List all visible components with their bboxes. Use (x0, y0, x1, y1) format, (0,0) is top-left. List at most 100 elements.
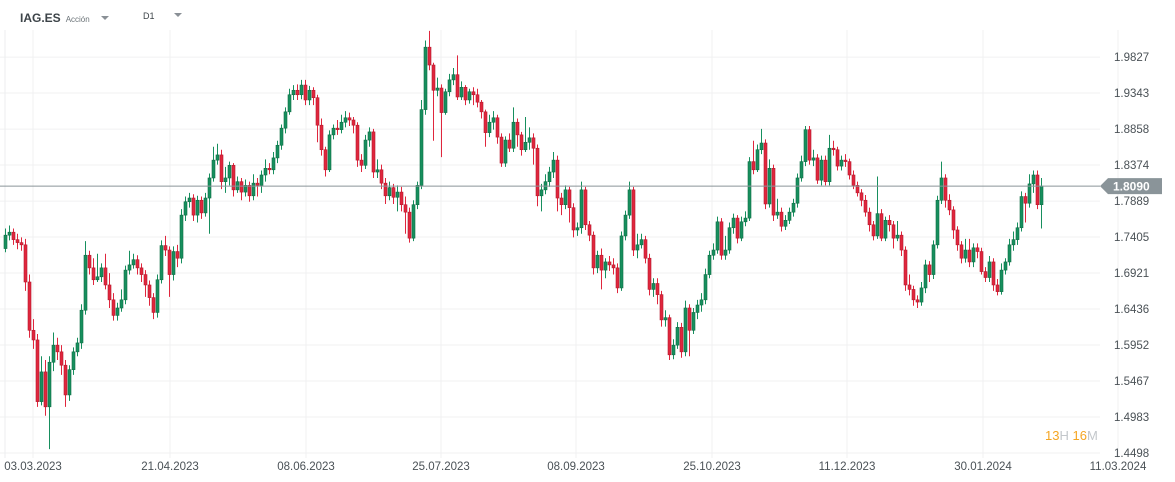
candle-up (71, 347, 76, 375)
candle-up (279, 124, 284, 150)
candle-body (587, 224, 592, 236)
x-tick-label: 08.09.2023 (547, 461, 605, 473)
candle-down (59, 345, 64, 375)
candle-body (135, 259, 140, 269)
candle-body (335, 127, 340, 130)
candle-down (11, 228, 16, 245)
candle-body (267, 168, 272, 171)
candle-up (243, 179, 248, 197)
candle-body (375, 169, 380, 173)
candle-up (203, 192, 208, 217)
candle-body (435, 87, 440, 91)
candle-up (787, 207, 792, 225)
candle-body (187, 197, 192, 203)
candle-up (187, 192, 192, 208)
candle-down (495, 114, 500, 144)
candle-body (663, 317, 668, 321)
candle-up (287, 88, 292, 115)
candle-body (331, 127, 336, 136)
candle-down (659, 290, 664, 327)
candle-up (651, 278, 656, 297)
candle-down (439, 84, 444, 158)
candle-body (671, 344, 676, 356)
candle-up (423, 40, 428, 115)
candle-down (507, 133, 512, 152)
candle-down (323, 146, 328, 177)
candle-down (515, 118, 520, 147)
candle-body (283, 111, 288, 129)
candle-body (843, 159, 848, 162)
candle-body (31, 329, 36, 341)
candle-body (223, 177, 228, 182)
candle-up (963, 238, 968, 263)
candle-up (263, 159, 268, 182)
candle-body (131, 259, 136, 266)
candle-body (447, 79, 452, 93)
candle-body (599, 254, 604, 271)
candle-down (163, 235, 168, 256)
candle-body (383, 182, 388, 197)
x-tick-label: 11.03.2024 (1090, 461, 1147, 473)
candle-body (947, 199, 952, 211)
caret-down-icon[interactable] (173, 13, 182, 17)
y-tick-label: 1.6921 (1114, 268, 1149, 280)
candle-down (359, 154, 364, 173)
timeframe-selector[interactable]: D1 (143, 11, 182, 27)
y-tick-label: 1.7405 (1114, 232, 1149, 244)
candle-up (299, 79, 304, 100)
candle-body (203, 197, 208, 214)
candle-body (719, 221, 724, 256)
current-price-tag (1100, 178, 1162, 195)
candle-body (287, 94, 292, 113)
candle-body (451, 74, 456, 81)
candle-down (455, 55, 460, 100)
candle-body (859, 192, 864, 201)
candle-body (827, 147, 832, 182)
candle-body (151, 297, 156, 313)
candle-down (587, 221, 592, 242)
candle-body (807, 129, 812, 161)
x-tick-label: 11.12.2023 (819, 461, 876, 473)
x-tick-label: 03.03.2023 (4, 461, 62, 473)
candle-down (847, 158, 852, 180)
candle-up (919, 281, 924, 306)
candle-down (239, 177, 244, 201)
candle-body (991, 261, 996, 286)
candle-body (43, 371, 48, 408)
candle-body (231, 165, 236, 191)
candle-body (83, 254, 88, 311)
candle-down (975, 243, 980, 259)
candle-up (775, 198, 780, 219)
timer-minutes-unit: M (1086, 428, 1098, 443)
candle-body (555, 159, 560, 199)
candle-body (643, 239, 648, 259)
candle-body (351, 119, 356, 126)
candle-up (271, 151, 276, 175)
candle-down (891, 221, 896, 249)
candle-body (703, 274, 708, 301)
candle-down (983, 267, 988, 282)
candle-body (755, 149, 760, 171)
candle-body (119, 299, 124, 309)
symbol-selector[interactable]: IAG.ES Acción (20, 11, 109, 27)
candle-body (847, 161, 852, 176)
candle-up (575, 222, 580, 236)
candle-down (431, 62, 436, 141)
candle-down (135, 255, 140, 275)
candle-down (583, 186, 588, 230)
candle-body (499, 136, 504, 164)
candle-up (663, 310, 668, 327)
caret-down-icon[interactable] (100, 16, 109, 20)
candle-down (679, 322, 684, 358)
candle-up (491, 111, 496, 130)
candle-down (151, 293, 156, 320)
candle-down (995, 279, 1000, 296)
candle-body (507, 139, 512, 149)
candle-body (355, 124, 360, 161)
candle-body (883, 220, 888, 239)
candle-up (563, 185, 568, 210)
candle-up (971, 243, 976, 268)
candle-up (179, 209, 184, 264)
candle-body (607, 261, 612, 266)
